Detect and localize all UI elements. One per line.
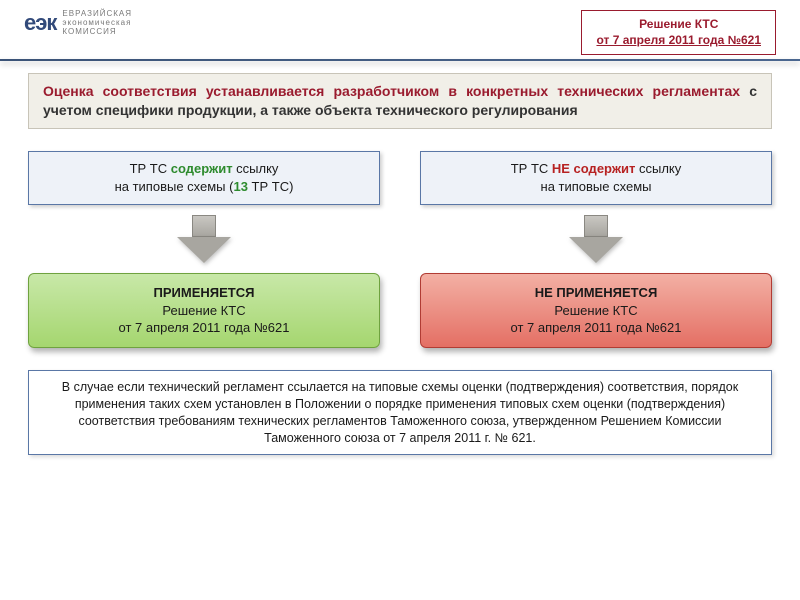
left-result-title: ПРИМЕНЯЕТСЯ: [37, 284, 371, 302]
right-result-line3: от 7 апреля 2011 года №621: [429, 319, 763, 337]
left-result-line2: Решение КТС: [37, 302, 371, 320]
intro-box: Оценка соответствия устанавливается разр…: [28, 73, 772, 129]
left-cond-strong: содержит: [171, 161, 233, 176]
right-cond-pre: ТР ТС: [511, 161, 552, 176]
logo-mark: еэк: [24, 10, 56, 36]
left-branch: ТР ТС содержит ссылку на типовые схемы (…: [28, 151, 380, 348]
footer-note: В случае если технический регламент ссыл…: [28, 370, 772, 456]
right-cond-line2: на типовые схемы: [541, 179, 652, 194]
main: Оценка соответствия устанавливается разр…: [0, 61, 800, 465]
logo-line3: КОМИССИЯ: [62, 28, 132, 37]
right-result: НЕ ПРИМЕНЯЕТСЯ Решение КТС от 7 апреля 2…: [420, 273, 772, 348]
left-cond-pre: ТР ТС: [130, 161, 171, 176]
left-cond2-post: ТР ТС): [248, 179, 294, 194]
intro-highlight: Оценка соответствия устанавливается разр…: [43, 83, 740, 99]
left-cond-post: ссылку: [233, 161, 279, 176]
header-badge-line1: Решение КТС: [596, 17, 761, 33]
left-cond-count: 13: [233, 179, 247, 194]
arrow-down-icon: [566, 215, 626, 265]
right-result-title: НЕ ПРИМЕНЯЕТСЯ: [429, 284, 763, 302]
right-cond-strong: НЕ содержит: [552, 161, 636, 176]
header: еэк ЕВРАЗИЙСКАЯ экономическая КОМИССИЯ Р…: [0, 0, 800, 59]
left-result: ПРИМЕНЯЕТСЯ Решение КТС от 7 апреля 2011…: [28, 273, 380, 348]
right-result-line2: Решение КТС: [429, 302, 763, 320]
arrow-down-icon: [174, 215, 234, 265]
header-badge-line2: от 7 апреля 2011 года №621: [596, 33, 761, 49]
header-badge: Решение КТС от 7 апреля 2011 года №621: [581, 10, 776, 55]
left-result-line3: от 7 апреля 2011 года №621: [37, 319, 371, 337]
logo-text: ЕВРАЗИЙСКАЯ экономическая КОМИССИЯ: [62, 10, 132, 36]
right-branch: ТР ТС НЕ содержит ссылку на типовые схем…: [420, 151, 772, 348]
right-condition: ТР ТС НЕ содержит ссылку на типовые схем…: [420, 151, 772, 205]
logo: еэк ЕВРАЗИЙСКАЯ экономическая КОМИССИЯ: [24, 10, 132, 36]
left-cond2-pre: на типовые схемы (: [115, 179, 234, 194]
left-condition: ТР ТС содержит ссылку на типовые схемы (…: [28, 151, 380, 205]
right-cond-post: ссылку: [635, 161, 681, 176]
flow-columns: ТР ТС содержит ссылку на типовые схемы (…: [28, 151, 772, 348]
